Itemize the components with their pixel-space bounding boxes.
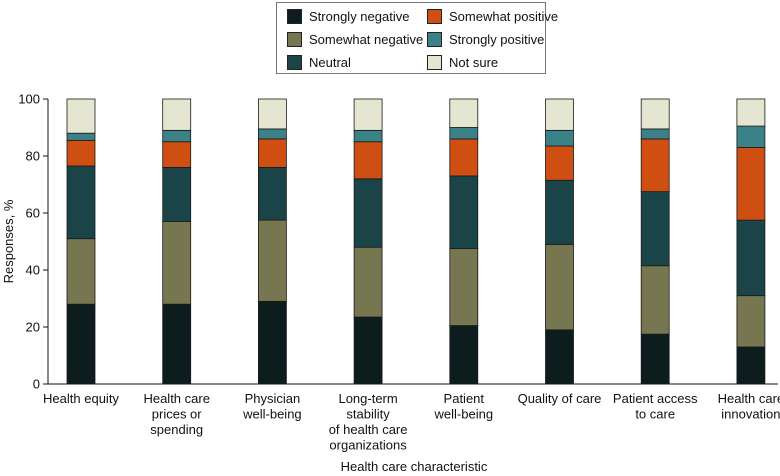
x-tick-label: Physician well-being bbox=[242, 391, 302, 422]
bar-segment bbox=[449, 175, 479, 250]
bar-segment bbox=[640, 191, 670, 267]
legend-item-not-sure: Not sure bbox=[427, 55, 498, 70]
x-tick-label: Long-term stability of health care organiza… bbox=[329, 391, 408, 453]
legend-label: Strongly positive bbox=[449, 32, 545, 47]
bar-segment bbox=[353, 246, 383, 318]
legend-item-somewhat-negative: Somewhat negative bbox=[287, 32, 423, 47]
bar-segment bbox=[162, 98, 192, 131]
x-tick-label: Health care prices or spending bbox=[143, 391, 209, 437]
bar-segment bbox=[257, 300, 287, 385]
bar-segment bbox=[545, 243, 574, 331]
y-tick-label: 20 bbox=[26, 320, 40, 335]
y-tick-label: 60 bbox=[26, 206, 40, 221]
y-tick-label: 0 bbox=[33, 377, 40, 392]
bar-segment bbox=[257, 128, 287, 140]
x-tick-label: Quality of care bbox=[518, 391, 602, 406]
bar-segment bbox=[353, 141, 383, 180]
bar-segment bbox=[66, 139, 96, 167]
y-tick-label: 40 bbox=[26, 263, 40, 278]
legend-label: Neutral bbox=[309, 55, 351, 70]
bar-segment bbox=[162, 303, 192, 385]
bar-segment bbox=[257, 219, 287, 302]
bar-segment bbox=[640, 138, 670, 193]
bar-segment bbox=[257, 98, 287, 130]
legend-swatch bbox=[427, 55, 442, 70]
bar-segment bbox=[162, 141, 192, 168]
legend-item-strongly-negative: Strongly negative bbox=[287, 9, 409, 24]
legend-item-strongly-positive: Strongly positive bbox=[427, 32, 544, 47]
bar-segment bbox=[736, 147, 766, 221]
legend-label: Strongly negative bbox=[309, 9, 410, 24]
bar-segment bbox=[353, 316, 383, 385]
bar-segment bbox=[545, 98, 574, 131]
legend-swatch bbox=[287, 32, 302, 47]
x-tick-label: Patient well-being bbox=[434, 391, 494, 422]
legend: Strongly negative Somewhat negative Neut… bbox=[276, 2, 558, 74]
legend-label: Somewhat positive bbox=[449, 9, 559, 24]
bar-segment bbox=[640, 98, 670, 130]
bar-segment bbox=[736, 125, 766, 148]
bar-segment bbox=[162, 221, 192, 305]
bar-segment bbox=[449, 127, 479, 140]
y-axis-label: Responses, % bbox=[1, 199, 16, 283]
bar-segment bbox=[353, 178, 383, 248]
bar-segment bbox=[257, 138, 287, 168]
bar-segment bbox=[66, 98, 96, 134]
bar-segment bbox=[736, 295, 766, 348]
x-axis-label: Health care characteristic bbox=[341, 459, 488, 474]
bar-segment bbox=[736, 346, 766, 385]
x-tick-label: Patient access to care bbox=[613, 391, 698, 422]
legend-swatch bbox=[287, 9, 302, 24]
bar-segment bbox=[736, 219, 766, 297]
x-tick-label: Health equity bbox=[43, 391, 119, 406]
legend-label: Not sure bbox=[449, 55, 499, 70]
legend-swatch bbox=[287, 55, 302, 70]
bar-segment bbox=[66, 165, 96, 240]
bar-segment bbox=[640, 128, 670, 140]
bar-segment bbox=[545, 145, 574, 181]
bar-segment bbox=[545, 329, 574, 385]
legend-swatch bbox=[427, 9, 442, 24]
bar-segment bbox=[66, 303, 96, 385]
legend-swatch bbox=[427, 32, 442, 47]
bar-segment bbox=[640, 265, 670, 335]
bar-segment bbox=[449, 138, 479, 177]
bar-segment bbox=[353, 98, 383, 131]
y-tick-label: 100 bbox=[18, 92, 40, 107]
x-tick-label: Health care innovation bbox=[718, 391, 780, 422]
bar-segment bbox=[640, 333, 670, 385]
bar-segment bbox=[545, 129, 574, 147]
bar-segment bbox=[449, 98, 479, 128]
legend-item-somewhat-positive: Somewhat positive bbox=[427, 9, 558, 24]
bar-segment bbox=[353, 129, 383, 143]
bar-segment bbox=[736, 98, 766, 127]
bar-segment bbox=[449, 248, 479, 326]
bar-segment bbox=[545, 179, 574, 245]
legend-label: Somewhat negative bbox=[309, 32, 424, 47]
bar-segment bbox=[162, 129, 192, 143]
bar-segment bbox=[66, 238, 96, 305]
bar-segment bbox=[66, 132, 96, 141]
bar-segment bbox=[162, 166, 192, 222]
y-tick-label: 80 bbox=[26, 149, 40, 164]
bar-segment bbox=[257, 166, 287, 221]
bar-segment bbox=[449, 325, 479, 385]
legend-item-neutral: Neutral bbox=[287, 55, 351, 70]
